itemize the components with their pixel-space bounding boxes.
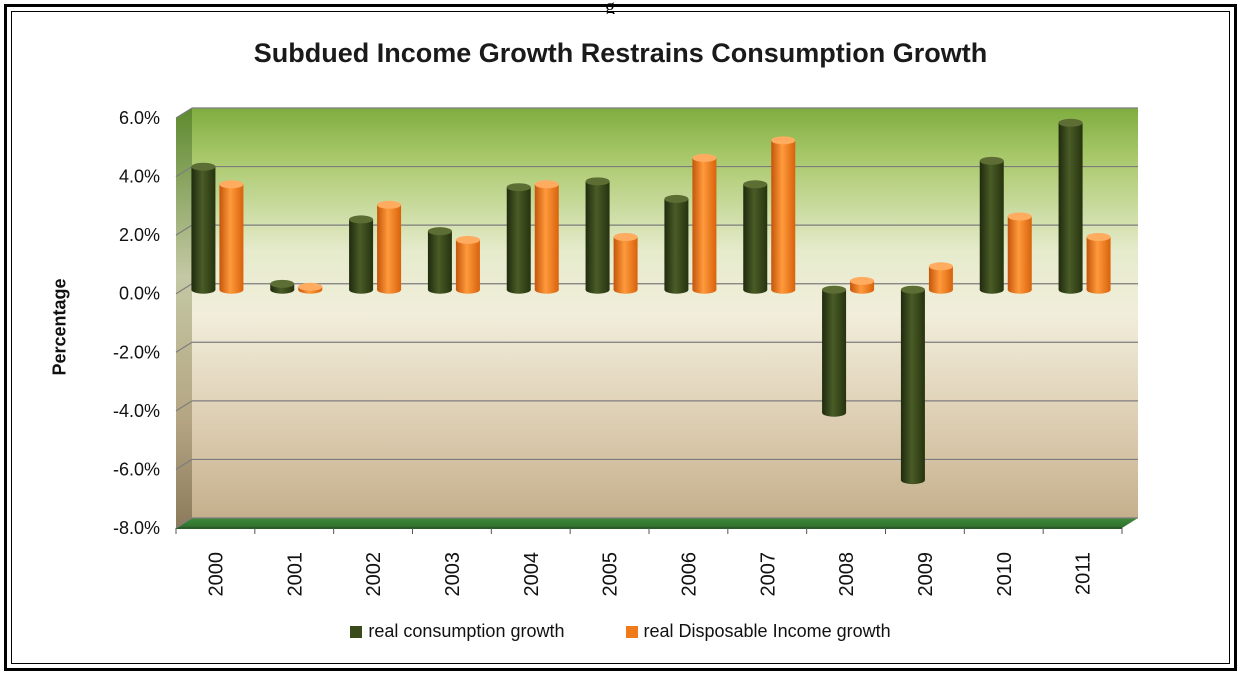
bar-consumption (506, 183, 531, 294)
legend-label-consumption: real consumption growth (368, 621, 565, 641)
bar-income (850, 276, 875, 294)
floor (176, 518, 1138, 528)
x-tick-label: 2000 (205, 552, 227, 597)
x-tick-label: 2002 (363, 552, 385, 597)
bar-income (928, 262, 953, 294)
x-tick-label: 2010 (994, 552, 1016, 597)
gridline-side (175, 166, 193, 178)
bar-income (771, 136, 796, 294)
chart-title: Subdued Income Growth Restrains Consumpt… (253, 38, 988, 68)
inner-frame (11, 11, 1230, 664)
gridline-side (175, 224, 193, 236)
y-tick-label: -4.0% (113, 401, 160, 421)
legend-swatch-consumption (350, 626, 363, 638)
y-tick-label: 2.0% (119, 225, 160, 245)
y-tick-label: 6.0% (119, 108, 160, 128)
bar-consumption (664, 194, 689, 294)
gridline-side (175, 341, 193, 353)
x-tick-label: 2003 (442, 552, 464, 597)
legend-swatch-income (625, 626, 638, 638)
y-tick-label: 0.0% (119, 284, 160, 304)
bar-consumption (349, 215, 374, 294)
bar-income (1007, 212, 1032, 294)
x-tick-label: 2007 (757, 552, 779, 597)
bar-income (219, 180, 244, 294)
y-tick-label: -8.0% (113, 518, 160, 538)
legend-label-income: real Disposable Income growth (643, 621, 891, 641)
y-tick-label: -2.0% (113, 342, 160, 362)
bar-consumption (270, 279, 295, 294)
bar-consumption (427, 227, 452, 294)
gridline-side (175, 400, 193, 412)
legend: real consumption growth real Disposable … (0, 621, 1241, 642)
side-wall (176, 108, 192, 528)
bar-consumption (979, 156, 1004, 294)
y-tick-label: -6.0% (113, 459, 160, 479)
bar-income (534, 180, 559, 294)
gridline-side (175, 517, 193, 529)
gridline-side (175, 458, 193, 470)
bar-consumption (1058, 118, 1083, 294)
gridline-side (175, 107, 193, 119)
bar-consumption (900, 285, 925, 485)
x-tick-label: 2001 (284, 552, 306, 597)
bar-income (298, 282, 323, 294)
bar-consumption (743, 180, 768, 294)
bar-consumption (191, 162, 216, 294)
x-tick-label: 2008 (836, 552, 858, 597)
x-tick-label: 2006 (678, 552, 700, 597)
bar-income (377, 200, 402, 294)
header-fragment: g (605, 0, 615, 14)
x-tick-label: 2009 (915, 552, 937, 597)
bar-income (613, 233, 638, 294)
bar-consumption (822, 285, 847, 417)
bar-income (455, 235, 480, 294)
legend-item-income: real Disposable Income growth (625, 621, 891, 642)
bar-income (1086, 233, 1111, 294)
bar-income (692, 153, 717, 294)
y-tick-label: 4.0% (119, 167, 160, 187)
x-tick-label: 2004 (521, 552, 543, 597)
x-tick-label: 2005 (600, 552, 622, 597)
bar-consumption (585, 177, 610, 294)
x-tick-label: 2011 (1073, 552, 1095, 595)
outer-frame (4, 4, 1237, 671)
gridline-side (175, 283, 193, 295)
legend-item-consumption: real consumption growth (350, 621, 564, 642)
